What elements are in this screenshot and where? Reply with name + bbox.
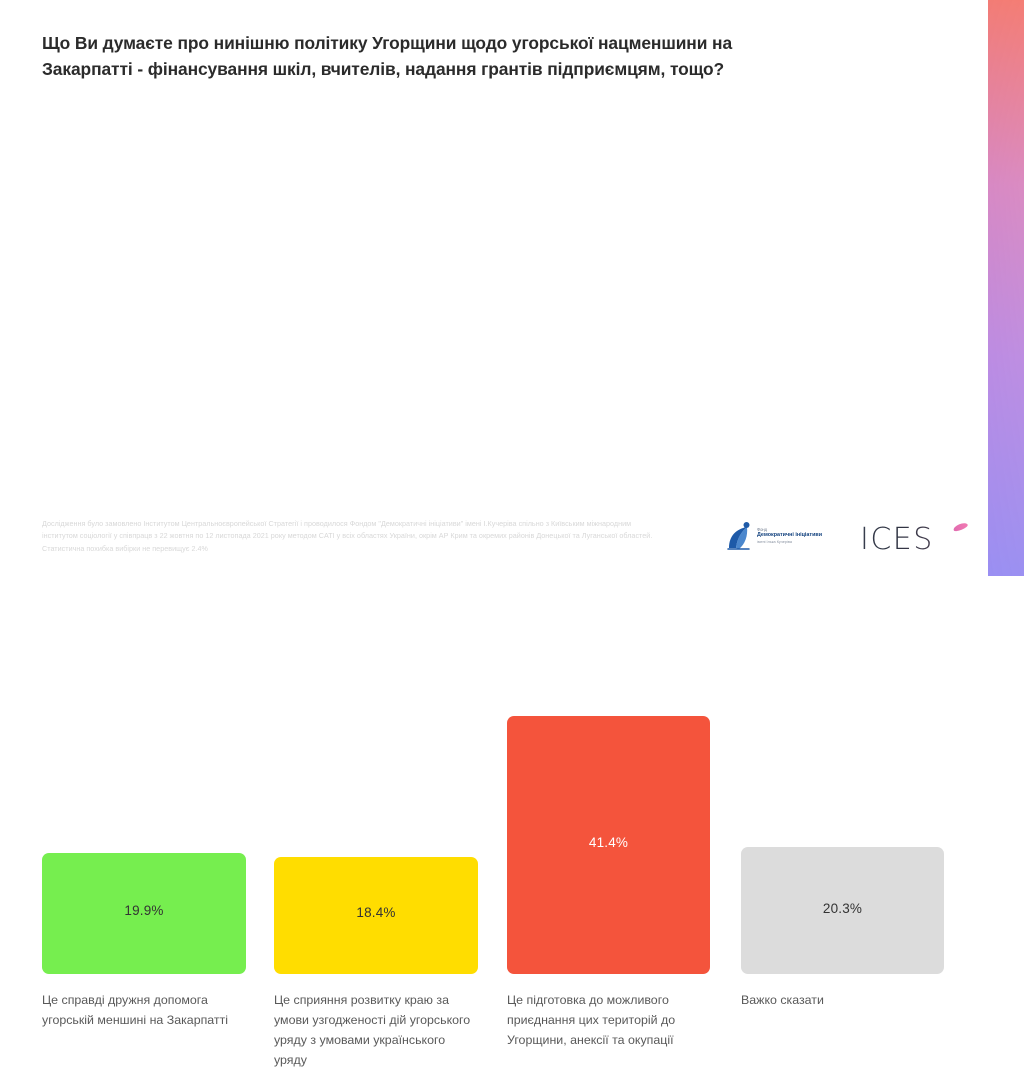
- dif-logo-text: Фонд Демократичні ініціативи імені Ілька…: [757, 527, 822, 546]
- ices-logo: ICES: [860, 521, 970, 557]
- bar-chart: 19.9% Це справді дружня допомога угорськ…: [42, 716, 944, 1067]
- bar-3-category-label: Це підготовка до можливого приєднання ци…: [507, 993, 676, 1048]
- bar-2[interactable]: 18.4%: [274, 857, 478, 974]
- bar-1-category-label: Це справді дружня допомога угорській мен…: [42, 993, 229, 1028]
- bar-1[interactable]: 19.9%: [42, 853, 246, 974]
- ices-logo-accent-icon: [952, 521, 969, 533]
- dif-logo-line3: імені Ілька Кучеріва: [757, 540, 792, 545]
- bar-4-value: 20.3%: [822, 901, 863, 916]
- dif-logo-line1: Фонд: [757, 526, 768, 532]
- dif-logo-line2: Демократичні ініціативи: [757, 532, 823, 539]
- bar-1-value: 19.9%: [124, 903, 164, 918]
- bar-4[interactable]: 20.3%: [741, 847, 944, 974]
- bar-2-value: 18.4%: [356, 905, 396, 920]
- ices-logo-text: ICES: [860, 522, 934, 557]
- page-title: Що Ви думаєте про нинішню політику Угорщ…: [42, 33, 733, 80]
- bar-3-value: 41.4%: [588, 835, 629, 850]
- bar-4-category-label: Важко сказати: [741, 993, 824, 1007]
- dif-logo-mark: [727, 522, 750, 550]
- decorative-gradient-strip: [988, 0, 1024, 576]
- dif-logo: Фонд Демократичні ініціативи імені Ілька…: [726, 521, 822, 551]
- logo-row: Фонд Демократичні ініціативи імені Ілька…: [726, 515, 976, 563]
- bar-2-category-label: Це сприяння розвитку краю за умови узгод…: [274, 993, 471, 1068]
- bar-3[interactable]: 41.4%: [507, 716, 710, 974]
- methodology-footnote: Дослідження було замовлено Інститутом Це…: [42, 519, 653, 553]
